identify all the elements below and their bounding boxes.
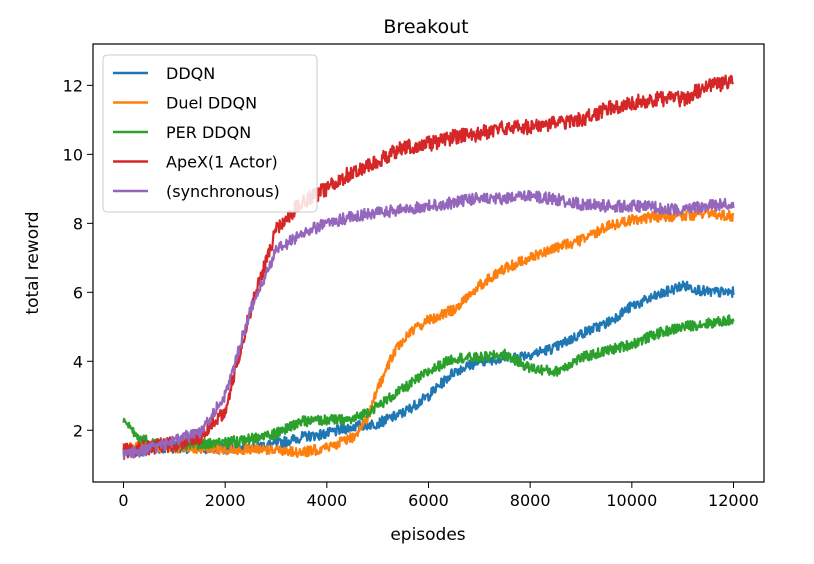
x-tick-label: 8000 [510, 491, 551, 510]
legend-label: DDQN [166, 64, 215, 83]
y-tick-label: 4 [73, 352, 83, 371]
y-tick-label: 2 [73, 421, 83, 440]
series-line-1 [122, 207, 735, 459]
chart-title: Breakout [383, 16, 468, 38]
y-tick-label: 12 [63, 76, 83, 95]
y-axis-label: total reword [23, 211, 43, 314]
legend-box [102, 54, 318, 213]
x-tick-label: 0 [118, 491, 128, 510]
x-tick-label: 6000 [408, 491, 449, 510]
y-tick-label: 8 [73, 214, 83, 233]
x-tick-label: 12000 [708, 491, 759, 510]
x-axis-label: episodes [390, 525, 465, 545]
legend-label: ApeX(1 Actor) [166, 153, 278, 172]
series-line-3 [122, 74, 735, 459]
legend-label: PER DDQN [166, 123, 251, 142]
legend: DDQN Duel DDQN PER DDQN ApeX(1 Actor) (synch… [102, 54, 318, 213]
y-tick-label: 6 [73, 283, 83, 302]
y-tick-label: 10 [63, 145, 83, 164]
series-line-2 [122, 314, 735, 452]
legend-label: (synchronous) [166, 182, 280, 201]
x-tick-label: 10000 [606, 491, 657, 510]
x-tick-label: 4000 [306, 491, 347, 510]
series-line-4 [122, 189, 735, 461]
legend-label: Duel DDQN [166, 94, 257, 113]
x-tick-label: 2000 [205, 491, 246, 510]
